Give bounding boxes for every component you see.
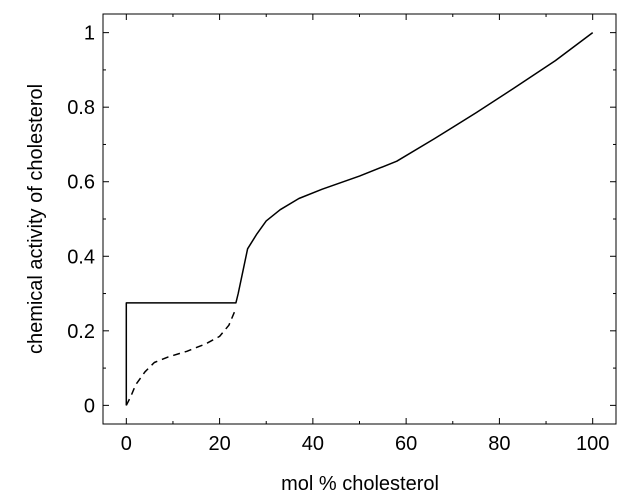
y-tick-label: 0	[84, 395, 95, 417]
plot-frame	[102, 13, 617, 425]
series-group	[125, 32, 594, 406]
x-tick-label: 40	[302, 433, 324, 455]
x-tick-label: 0	[121, 433, 132, 455]
y-axis-ticks: 0 0.2 0.4 0.6 0.8 1	[67, 23, 616, 417]
y-tick-label: 0.4	[67, 246, 95, 268]
x-axis-ticks: 0 20 40 60 80 100	[121, 14, 609, 455]
x-tick-label: 60	[395, 433, 417, 455]
x-tick-label: 80	[488, 433, 510, 455]
x-tick-label: 20	[208, 433, 230, 455]
y-tick-label: 0.8	[67, 97, 95, 119]
y-tick-label: 0.2	[67, 321, 95, 343]
y-axis-title: chemical activity of cholesterol	[25, 84, 47, 354]
y-tick-label: 0.6	[67, 172, 95, 194]
series-line-solid	[125, 32, 594, 406]
x-tick-label: 100	[576, 433, 609, 455]
series-line-dashed	[125, 308, 237, 406]
x-axis-title: mol % cholesterol	[281, 473, 439, 494]
y-tick-label: 1	[84, 23, 95, 45]
